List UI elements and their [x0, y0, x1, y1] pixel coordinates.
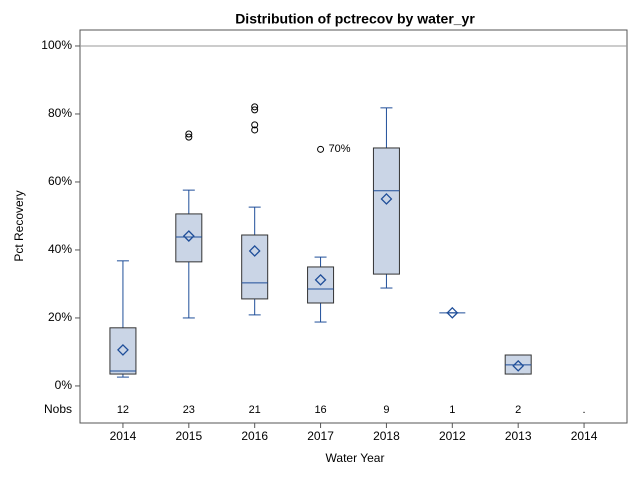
outlier	[251, 121, 259, 129]
outlier	[251, 106, 259, 114]
nobs-value: 21	[249, 404, 261, 416]
mean-marker	[248, 245, 261, 257]
nobs-value: 23	[183, 404, 195, 416]
outlier	[185, 133, 193, 141]
x-tick-label: 2012	[439, 429, 466, 443]
box	[372, 147, 400, 275]
nobs-value: 1	[449, 404, 455, 416]
nobs-value: 2	[515, 404, 521, 416]
outlier	[317, 145, 325, 153]
x-tick-label: 2017	[307, 429, 334, 443]
x-tick-label: 2016	[241, 429, 268, 443]
x-axis-label: Water Year	[326, 451, 385, 465]
box	[241, 234, 269, 300]
y-tick-label: 100%	[41, 38, 72, 52]
x-tick-label: 2015	[175, 429, 202, 443]
nobs-value: 9	[383, 404, 389, 416]
mean-marker	[117, 343, 129, 356]
mean-marker	[446, 306, 459, 319]
mean-marker	[380, 193, 393, 205]
y-tick-label: 20%	[48, 310, 72, 324]
nobs-value: .	[583, 404, 586, 416]
nobs-value: 12	[117, 404, 129, 416]
y-tick-label: 40%	[48, 242, 72, 256]
box	[109, 327, 137, 375]
x-tick-label: 2014	[571, 429, 598, 443]
nobs-label: Nobs	[44, 402, 72, 416]
y-tick-label: 60%	[48, 174, 72, 188]
x-tick-label: 2018	[373, 429, 400, 443]
outlier-label: 70%	[329, 143, 351, 155]
x-tick-label: 2014	[110, 429, 137, 443]
outlier	[185, 130, 193, 138]
y-tick-label: 80%	[48, 106, 72, 120]
chart-title: Distribution of pctrecov by water_yr	[235, 11, 475, 27]
y-tick-label: 0%	[55, 378, 73, 392]
outlier	[251, 103, 259, 111]
plot-frame	[79, 29, 628, 424]
mean-marker	[182, 230, 195, 242]
mean-marker	[512, 359, 525, 372]
outlier	[251, 126, 259, 134]
mean-marker	[314, 273, 327, 286]
box	[175, 213, 203, 263]
nobs-value: 16	[314, 404, 326, 416]
x-tick-label: 2013	[505, 429, 532, 443]
y-axis-label: Pct Recovery	[12, 190, 26, 261]
